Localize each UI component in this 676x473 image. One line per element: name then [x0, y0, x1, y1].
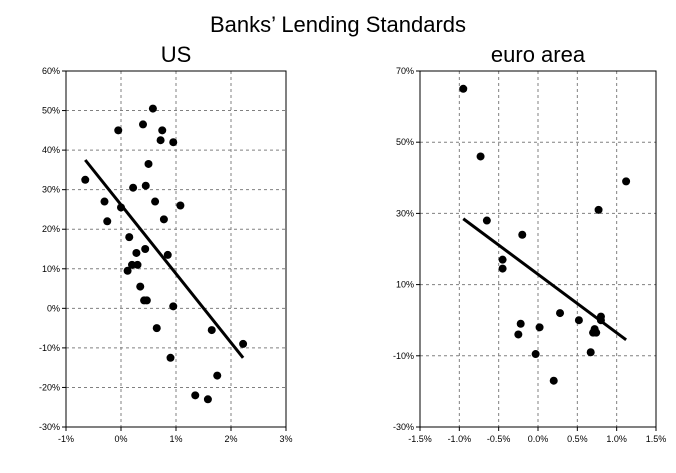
y-tick-label: -10%	[39, 343, 60, 353]
data-point	[169, 138, 178, 147]
data-point	[129, 183, 138, 192]
y-tick-label: -20%	[39, 382, 60, 392]
y-tick-label: 60%	[42, 66, 60, 76]
x-tick-label: 1.5%	[646, 434, 667, 444]
x-tick-label: 0%	[114, 434, 127, 444]
x-tick-label: 0.5%	[567, 434, 588, 444]
data-point	[207, 326, 216, 335]
y-tick-label: 70%	[396, 66, 414, 76]
data-point	[574, 316, 583, 325]
data-point	[586, 348, 595, 357]
y-tick-label: 40%	[42, 145, 60, 155]
data-point	[158, 126, 167, 135]
data-point	[81, 175, 90, 184]
figure-title: Banks’ Lending Standards	[210, 12, 466, 37]
data-point	[132, 248, 141, 257]
data-point	[518, 230, 527, 239]
data-point	[514, 330, 523, 339]
data-point	[622, 177, 631, 186]
data-point	[144, 159, 153, 168]
x-tick-label: 3%	[279, 434, 292, 444]
data-point	[476, 152, 485, 161]
data-point	[498, 264, 507, 273]
data-point	[213, 371, 222, 380]
data-point	[163, 250, 172, 259]
data-point	[176, 201, 185, 210]
data-point	[549, 376, 558, 385]
data-point	[103, 217, 112, 226]
data-point	[159, 215, 168, 224]
data-point	[531, 350, 540, 359]
data-point	[141, 245, 150, 253]
data-point	[141, 181, 150, 190]
data-point	[156, 136, 165, 145]
y-tick-label: 10%	[42, 264, 60, 274]
data-point	[516, 319, 525, 328]
x-tick-label: -1.0%	[448, 434, 472, 444]
data-point	[191, 391, 200, 400]
data-point	[148, 104, 157, 113]
data-point	[166, 353, 175, 362]
x-tick-label: 1%	[169, 434, 182, 444]
data-point	[125, 233, 134, 242]
chart-panel-us: US -1% 0% 1% 2% 3% -30% -20% -10% 0% 10% 20% 30% 40% 5…	[39, 42, 293, 444]
panel-title-euro-area: euro area	[491, 42, 586, 67]
data-point	[133, 260, 142, 269]
data-point	[169, 302, 178, 311]
x-tick-label: 0.0%	[528, 434, 549, 444]
data-point	[151, 197, 160, 206]
data-point	[459, 84, 468, 93]
y-tick-label: 0%	[47, 303, 60, 313]
data-point	[498, 255, 507, 264]
x-tick-label: -1%	[58, 434, 74, 444]
data-point	[535, 323, 544, 332]
data-point	[592, 328, 601, 337]
data-point	[239, 339, 248, 348]
y-tick-label: 10%	[396, 280, 414, 290]
trend-line	[462, 217, 628, 341]
data-point	[100, 197, 109, 206]
data-point	[594, 205, 603, 214]
data-point	[136, 282, 145, 291]
y-tick-label: -30%	[393, 422, 414, 432]
x-tick-label: -0.5%	[487, 434, 511, 444]
data-point	[123, 266, 132, 275]
data-point	[482, 216, 491, 225]
y-tick-label: -30%	[39, 422, 60, 432]
x-tick-label: 1.0%	[606, 434, 627, 444]
panel-title-us: US	[161, 42, 192, 67]
y-tick-label: 20%	[42, 224, 60, 234]
data-point	[128, 260, 136, 269]
y-tick-label: 50%	[396, 137, 414, 147]
data-point	[556, 309, 565, 318]
data-point	[114, 126, 123, 135]
trend-line	[84, 159, 245, 359]
y-tick-label: -10%	[393, 351, 414, 361]
x-tick-label: 2%	[224, 434, 237, 444]
y-tick-label: 30%	[42, 185, 60, 195]
data-point	[203, 395, 212, 404]
y-tick-label: 50%	[42, 106, 60, 116]
data-point	[139, 120, 147, 129]
data-point	[152, 324, 161, 333]
data-point	[142, 296, 151, 305]
x-tick-label: -1.5%	[408, 434, 432, 444]
chart-panel-euro-area: euro area -1.5% -1.0% -0.5% 0.0% 0.5% 1.0% 1.5%…	[393, 42, 666, 444]
y-tick-label: 30%	[396, 208, 414, 218]
